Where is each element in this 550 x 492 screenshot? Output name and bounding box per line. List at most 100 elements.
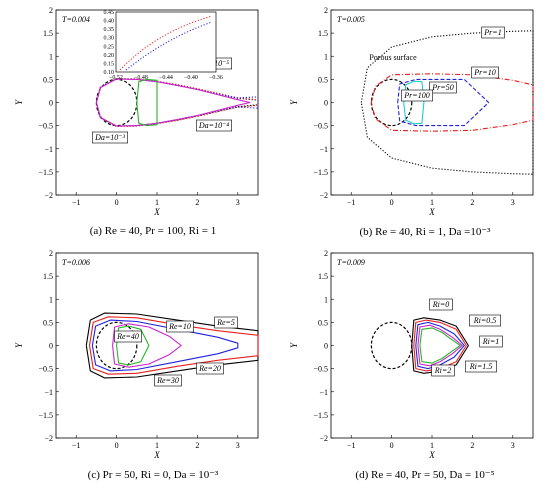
y-tick-label: −0.5 bbox=[313, 122, 328, 131]
x-tick-label: 1 bbox=[155, 198, 159, 207]
annotation-label: Pr=10 bbox=[473, 68, 495, 77]
caption-b: (b) Re = 40, Ri = 1, Da =10⁻³ bbox=[359, 226, 491, 238]
plot-frame bbox=[330, 252, 534, 439]
x-tick-label: −1 bbox=[347, 441, 356, 450]
y-tick-label: 0 bbox=[324, 342, 328, 351]
inset-x-tick-label: −0.36 bbox=[209, 75, 223, 81]
y-tick-label: 1.5 bbox=[43, 272, 53, 281]
x-tick-label: 1 bbox=[430, 441, 434, 450]
x-tick-label: 3 bbox=[236, 441, 240, 450]
annotation-label: Da=10⁻⁴ bbox=[198, 121, 229, 130]
inset-x-tick-label: −0.40 bbox=[184, 75, 198, 81]
x-axis-label: X bbox=[153, 450, 160, 460]
x-tick-label: 2 bbox=[195, 198, 199, 207]
y-tick-label: 1 bbox=[324, 295, 328, 304]
annotation-label: Da=10⁻³ bbox=[94, 133, 125, 142]
x-tick-label: 2 bbox=[195, 441, 199, 450]
inset-y-tick-label: 0.30 bbox=[104, 36, 115, 42]
inset-frame bbox=[115, 11, 217, 73]
annotation-label: Re=20 bbox=[198, 364, 221, 373]
y-tick-label: −1.5 bbox=[313, 411, 328, 420]
x-tick-label: 2 bbox=[470, 198, 474, 207]
x-tick-label: 3 bbox=[511, 441, 515, 450]
inset-y-tick-label: 0.35 bbox=[104, 27, 115, 33]
series-line-2 bbox=[370, 73, 534, 132]
annotation-box bbox=[471, 66, 499, 79]
caption-a: (a) Re = 40, Pr = 100, Ri = 1 bbox=[89, 225, 217, 237]
x-tick-label: 0 bbox=[390, 441, 394, 450]
x-tick-label: 3 bbox=[236, 198, 240, 207]
annotation-label: Pr=100 bbox=[403, 91, 429, 100]
series-line-4 bbox=[417, 324, 463, 367]
y-tick-label: 1 bbox=[49, 295, 53, 304]
annotation-box bbox=[429, 81, 457, 94]
y-tick-label: −2 bbox=[44, 191, 53, 200]
y-tick-label: −0.5 bbox=[313, 365, 328, 374]
time-label: T=0.005 bbox=[337, 15, 365, 24]
y-tick-label: −1.5 bbox=[38, 411, 53, 420]
annotation-label: Porous surface bbox=[369, 53, 417, 62]
y-axis-label: Y bbox=[289, 342, 299, 348]
porous-cylinder bbox=[370, 321, 413, 370]
y-tick-label: 2 bbox=[324, 6, 328, 15]
y-tick-label: 1.5 bbox=[318, 272, 328, 281]
annotation-box bbox=[166, 320, 194, 333]
y-tick-label: −1 bbox=[44, 145, 53, 154]
porous-cylinder bbox=[95, 321, 138, 370]
x-tick-label: 3 bbox=[511, 198, 515, 207]
y-tick-label: −1 bbox=[319, 388, 328, 397]
annotation-box bbox=[479, 335, 503, 348]
series-line-5 bbox=[116, 325, 150, 366]
annotation-box bbox=[196, 362, 224, 375]
series-line-3 bbox=[95, 78, 259, 127]
y-tick-label: 2 bbox=[324, 249, 328, 258]
series-line-2 bbox=[413, 319, 467, 372]
porous-cylinder bbox=[370, 78, 413, 127]
y-axis-label: Y bbox=[289, 99, 299, 105]
y-tick-label: −1 bbox=[319, 145, 328, 154]
y-tick-label: 0 bbox=[324, 99, 328, 108]
x-axis-label: X bbox=[153, 207, 160, 217]
y-tick-label: 0.5 bbox=[318, 318, 328, 327]
y-tick-label: 2 bbox=[49, 249, 53, 258]
annotation-label: Ri=1.5 bbox=[469, 362, 493, 371]
inset-y-tick-label: 0.10 bbox=[104, 70, 115, 76]
time-label: T=0.004 bbox=[62, 15, 90, 24]
x-tick-label: −1 bbox=[72, 441, 81, 450]
y-tick-label: 1 bbox=[324, 52, 328, 61]
annotation-label: Re=5 bbox=[216, 318, 235, 327]
x-tick-label: 1 bbox=[430, 198, 434, 207]
series-line-5 bbox=[419, 327, 461, 364]
inset-x-tick-label: −0.52 bbox=[109, 75, 123, 81]
inset-x-tick-label: −0.44 bbox=[159, 75, 173, 81]
y-axis-label: Y bbox=[14, 342, 24, 348]
inset-y-tick-label: 0.20 bbox=[104, 53, 115, 59]
y-tick-label: −1.5 bbox=[38, 168, 53, 177]
annotation-box bbox=[465, 360, 497, 373]
y-tick-label: 0.5 bbox=[318, 75, 328, 84]
annotation-label: Ri=2 bbox=[434, 366, 452, 375]
chart-c: −1 0 1 2 3 −2 −1.5 −1 −0.5 0 0.5 1 1.5 2 X Y T=0.006 Re=5… bbox=[14, 249, 259, 460]
chart-b: −1 0 1 2 3 −2 −1.5 −1 −0.5 0 0.5 1 1.5 2 X Y T=0.005 Poro… bbox=[289, 6, 534, 217]
annotation-label: Ri=0.5 bbox=[473, 316, 497, 325]
x-tick-label: 0 bbox=[115, 441, 119, 450]
x-tick-label: −1 bbox=[72, 198, 81, 207]
chart-d: −1 0 1 2 3 −2 −1.5 −1 −0.5 0 0.5 1 1.5 2 X Y T=0.009 Ri=0… bbox=[289, 249, 534, 460]
y-tick-label: 0.5 bbox=[43, 75, 53, 84]
y-tick-label: 0.5 bbox=[43, 318, 53, 327]
x-tick-label: 0 bbox=[390, 198, 394, 207]
inset-y-tick-label: 0.40 bbox=[104, 19, 115, 25]
y-tick-label: 1 bbox=[49, 52, 53, 61]
y-axis-label: Y bbox=[14, 99, 24, 105]
time-label: T=0.009 bbox=[337, 258, 365, 267]
series-line-5 bbox=[136, 78, 158, 127]
annotation-label: Pr=1 bbox=[483, 28, 501, 37]
y-tick-label: 2 bbox=[49, 6, 53, 15]
annotation-box bbox=[114, 330, 142, 343]
annotation-label: Re=30 bbox=[156, 376, 179, 385]
panel-c: −1 0 1 2 3 −2 −1.5 −1 −0.5 0 0.5 1 1.5 2 X Y T=0.006 Re=5… bbox=[0, 243, 275, 487]
panel-d: −1 0 1 2 3 −2 −1.5 −1 −0.5 0 0.5 1 1.5 2 X Y T=0.009 Ri=0… bbox=[275, 243, 550, 487]
y-tick-label: 1.5 bbox=[318, 29, 328, 38]
panel-a: −1 0 1 2 3 −2 −1.5 −1 −0.5 0 0.5 1 1.5 2 X Y T=0.004 Da=1… bbox=[0, 0, 275, 243]
annotation-box bbox=[429, 298, 453, 311]
